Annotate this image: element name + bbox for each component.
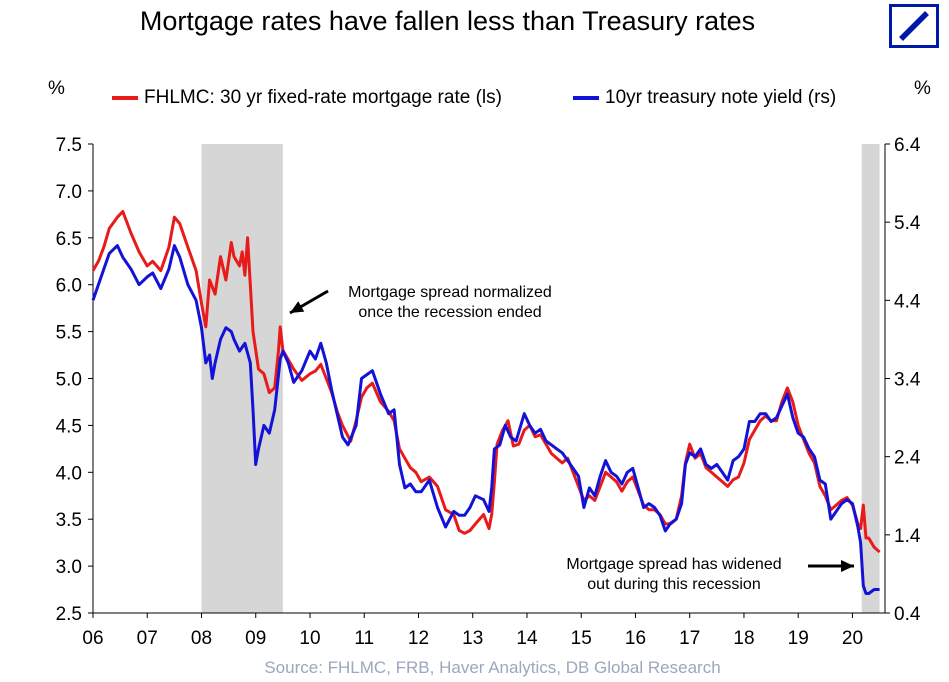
x-tick-label: 15 bbox=[571, 628, 592, 649]
left-tick-label: 5.0 bbox=[56, 370, 82, 391]
x-tick-label: 17 bbox=[679, 628, 700, 649]
legend-label-mortgage: FHLMC: 30 yr fixed-rate mortgage rate (l… bbox=[144, 87, 502, 108]
x-tick-label: 08 bbox=[191, 628, 212, 649]
recession-band-1 bbox=[201, 144, 283, 613]
legend-label-treasury: 10yr treasury note yield (rs) bbox=[605, 87, 837, 108]
arrow-spread-normalized-head bbox=[290, 301, 305, 313]
left-tick-label: 3.5 bbox=[56, 510, 82, 531]
x-tick-label: 13 bbox=[462, 628, 483, 649]
right-tick-label: 6.4 bbox=[894, 135, 921, 156]
annotation-spread-normalized: Mortgage spread normalized once the rece… bbox=[330, 283, 570, 323]
x-tick-label: 18 bbox=[733, 628, 754, 649]
x-tick-label: 14 bbox=[516, 628, 538, 649]
right-tick-label: 0.4 bbox=[894, 604, 921, 625]
treasury-yield-line bbox=[91, 244, 880, 595]
arrow-spread-widened-head bbox=[841, 560, 854, 572]
annotation-1-line1: Mortgage spread normalized bbox=[348, 284, 552, 301]
left-tick-label: 4.0 bbox=[56, 463, 82, 484]
right-tick-label: 1.4 bbox=[894, 526, 921, 547]
left-tick-label: 2.5 bbox=[56, 604, 82, 625]
chart-title: Mortgage rates have fallen less than Tre… bbox=[139, 6, 756, 36]
left-tick-label: 7.5 bbox=[56, 135, 82, 156]
legend-item-treasury: 10yr treasury note yield (rs) bbox=[573, 86, 836, 110]
x-tick-label: 09 bbox=[245, 628, 266, 649]
x-tick-label: 11 bbox=[354, 628, 374, 649]
left-tick-label: 3.0 bbox=[56, 557, 82, 578]
right-tick-label: 3.4 bbox=[894, 370, 921, 391]
left-tick-label: 6.5 bbox=[56, 229, 82, 250]
x-tick-label: 10 bbox=[299, 628, 320, 649]
source-note: Source: FHLMC, FRB, Haver Analytics, DB … bbox=[264, 658, 721, 677]
annotation-2-line2: out during this recession bbox=[587, 576, 761, 593]
mortgage-rate-line bbox=[91, 210, 881, 554]
left-axis-unit: % bbox=[48, 78, 65, 99]
annotation-1-line2: once the recession ended bbox=[358, 304, 542, 321]
x-tick-label: 16 bbox=[625, 628, 646, 649]
right-tick-label: 4.4 bbox=[894, 291, 921, 312]
left-tick-label: 7.0 bbox=[56, 182, 82, 203]
annotation-2-line1: Mortgage spread has widened bbox=[566, 556, 782, 573]
x-tick-label: 20 bbox=[842, 628, 863, 649]
x-tick-label: 12 bbox=[408, 628, 429, 649]
right-tick-label: 5.4 bbox=[894, 213, 921, 234]
right-tick-label: 2.4 bbox=[894, 448, 921, 469]
legend-swatch-mortgage bbox=[112, 96, 138, 100]
deutsche-bank-logo bbox=[889, 4, 939, 48]
x-tick-label: 07 bbox=[137, 628, 158, 649]
left-tick-label: 4.5 bbox=[56, 416, 82, 437]
recession-band-2 bbox=[861, 144, 880, 613]
x-tick-label: 06 bbox=[82, 628, 103, 649]
right-axis-unit: % bbox=[914, 78, 931, 99]
annotation-spread-widened: Mortgage spread has widened out during t… bbox=[556, 555, 792, 595]
legend-swatch-treasury bbox=[573, 96, 599, 100]
x-tick-label: 19 bbox=[788, 628, 809, 649]
left-tick-label: 6.0 bbox=[56, 276, 82, 297]
left-tick-label: 5.5 bbox=[56, 323, 82, 344]
legend-item-mortgage: FHLMC: 30 yr fixed-rate mortgage rate (l… bbox=[112, 86, 502, 110]
